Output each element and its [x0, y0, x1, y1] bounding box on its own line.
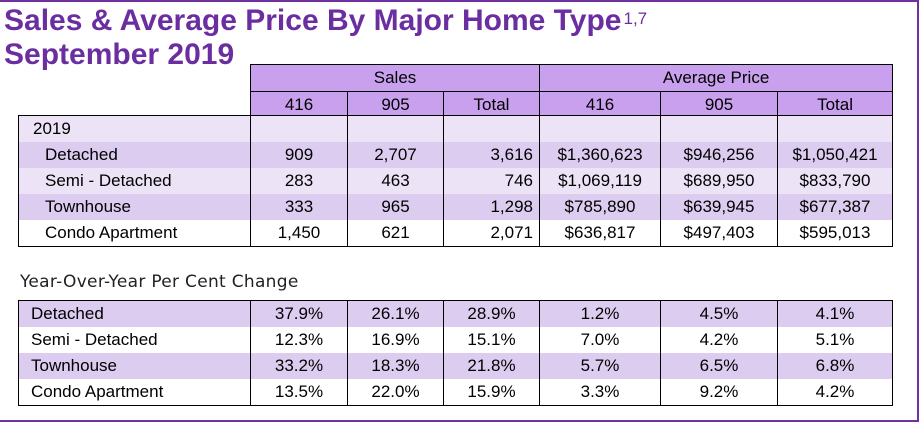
sales-2019-table: 2019 Detached 909 2,707 3,616 $1,360,623…: [18, 115, 893, 247]
cell: $689,950: [660, 168, 778, 194]
cell: $636,817: [539, 220, 661, 247]
cell: 37.9%: [250, 300, 348, 327]
cell: $1,360,623: [539, 142, 661, 168]
cell: 621: [347, 220, 444, 247]
col-price-905: 905: [660, 91, 779, 119]
cell: 5.7%: [539, 353, 661, 379]
page-title: Sales & Average Price By Major Home Type…: [4, 4, 647, 72]
title-superscript: 1,7: [623, 9, 648, 28]
table-row: Condo Apartment 1,450 621 2,071 $636,817…: [18, 220, 893, 247]
row-label: Condo Apartment: [18, 379, 251, 406]
cell: 13.5%: [250, 379, 348, 406]
cell: 26.1%: [347, 300, 444, 327]
cell: 4.2%: [660, 327, 778, 353]
row-label: Condo Apartment: [18, 220, 251, 247]
cell: 12.3%: [250, 327, 348, 353]
col-sales-416: 416: [250, 91, 348, 119]
cell: $677,387: [777, 194, 893, 220]
cell: 3.3%: [539, 379, 661, 406]
cell: 283: [250, 168, 348, 194]
title-line-2: September 2019: [4, 38, 235, 71]
average-price-group-header: Average Price: [539, 64, 894, 92]
cell: $946,256: [660, 142, 778, 168]
yoy-section-title: Year-Over-Year Per Cent Change: [20, 272, 299, 292]
cell: 3,616: [443, 142, 540, 168]
cell: $595,013: [777, 220, 893, 247]
cell: $833,790: [777, 168, 893, 194]
cell: 463: [347, 168, 444, 194]
table-row: Semi - Detached 12.3% 16.9% 15.1% 7.0% 4…: [18, 327, 893, 353]
cell: 4.2%: [777, 379, 893, 406]
row-label: Detached: [18, 300, 251, 327]
col-sales-905: 905: [347, 91, 444, 119]
cell: 2,071: [443, 220, 540, 247]
cell: $497,403: [660, 220, 778, 247]
table-row: Townhouse 33.2% 18.3% 21.8% 5.7% 6.5% 6.…: [18, 353, 893, 379]
sales-group-header: Sales: [249, 64, 541, 92]
table-row: Detached 909 2,707 3,616 $1,360,623 $946…: [18, 142, 893, 168]
cell: 333: [250, 194, 348, 220]
cell: 28.9%: [443, 300, 540, 327]
cell: 909: [250, 142, 348, 168]
cell: 21.8%: [443, 353, 540, 379]
year-row: 2019: [18, 115, 893, 142]
cell: 1,450: [250, 220, 348, 247]
cell: 4.5%: [660, 300, 778, 327]
yoy-change-table: Detached 37.9% 26.1% 28.9% 1.2% 4.5% 4.1…: [18, 300, 893, 406]
cell: 1,298: [443, 194, 540, 220]
cell: 746: [443, 168, 540, 194]
cell: $1,069,119: [539, 168, 661, 194]
cell: $639,945: [660, 194, 778, 220]
row-label: Semi - Detached: [18, 168, 251, 194]
table-row: Detached 37.9% 26.1% 28.9% 1.2% 4.5% 4.1…: [18, 300, 893, 327]
cell: 1.2%: [539, 300, 661, 327]
col-price-416: 416: [539, 91, 662, 119]
cell: 7.0%: [539, 327, 661, 353]
cell: $785,890: [539, 194, 661, 220]
cell: 9.2%: [660, 379, 778, 406]
row-label: Semi - Detached: [18, 327, 251, 353]
table-row: Semi - Detached 283 463 746 $1,069,119 $…: [18, 168, 893, 194]
cell: $1,050,421: [777, 142, 893, 168]
cell: 6.5%: [660, 353, 778, 379]
row-label: Townhouse: [18, 194, 251, 220]
cell: 4.1%: [777, 300, 893, 327]
cell: 5.1%: [777, 327, 893, 353]
title-line-1: Sales & Average Price By Major Home Type: [4, 4, 622, 37]
cell: 2,707: [347, 142, 444, 168]
cell: 15.9%: [443, 379, 540, 406]
table-row: Townhouse 333 965 1,298 $785,890 $639,94…: [18, 194, 893, 220]
col-sales-total: Total: [442, 91, 541, 119]
cell: 18.3%: [347, 353, 444, 379]
cell: 15.1%: [443, 327, 540, 353]
row-label: Townhouse: [18, 353, 251, 379]
cell: 16.9%: [347, 327, 444, 353]
year-label: 2019: [18, 115, 251, 142]
row-label: Detached: [18, 142, 251, 168]
cell: 965: [347, 194, 444, 220]
cell: 6.8%: [777, 353, 893, 379]
table-row: Condo Apartment 13.5% 22.0% 15.9% 3.3% 9…: [18, 379, 893, 406]
column-header-table: Sales Average Price 416 905 Total 416 90…: [249, 64, 894, 119]
col-price-total: Total: [777, 91, 894, 119]
cell: 33.2%: [250, 353, 348, 379]
cell: 22.0%: [347, 379, 444, 406]
